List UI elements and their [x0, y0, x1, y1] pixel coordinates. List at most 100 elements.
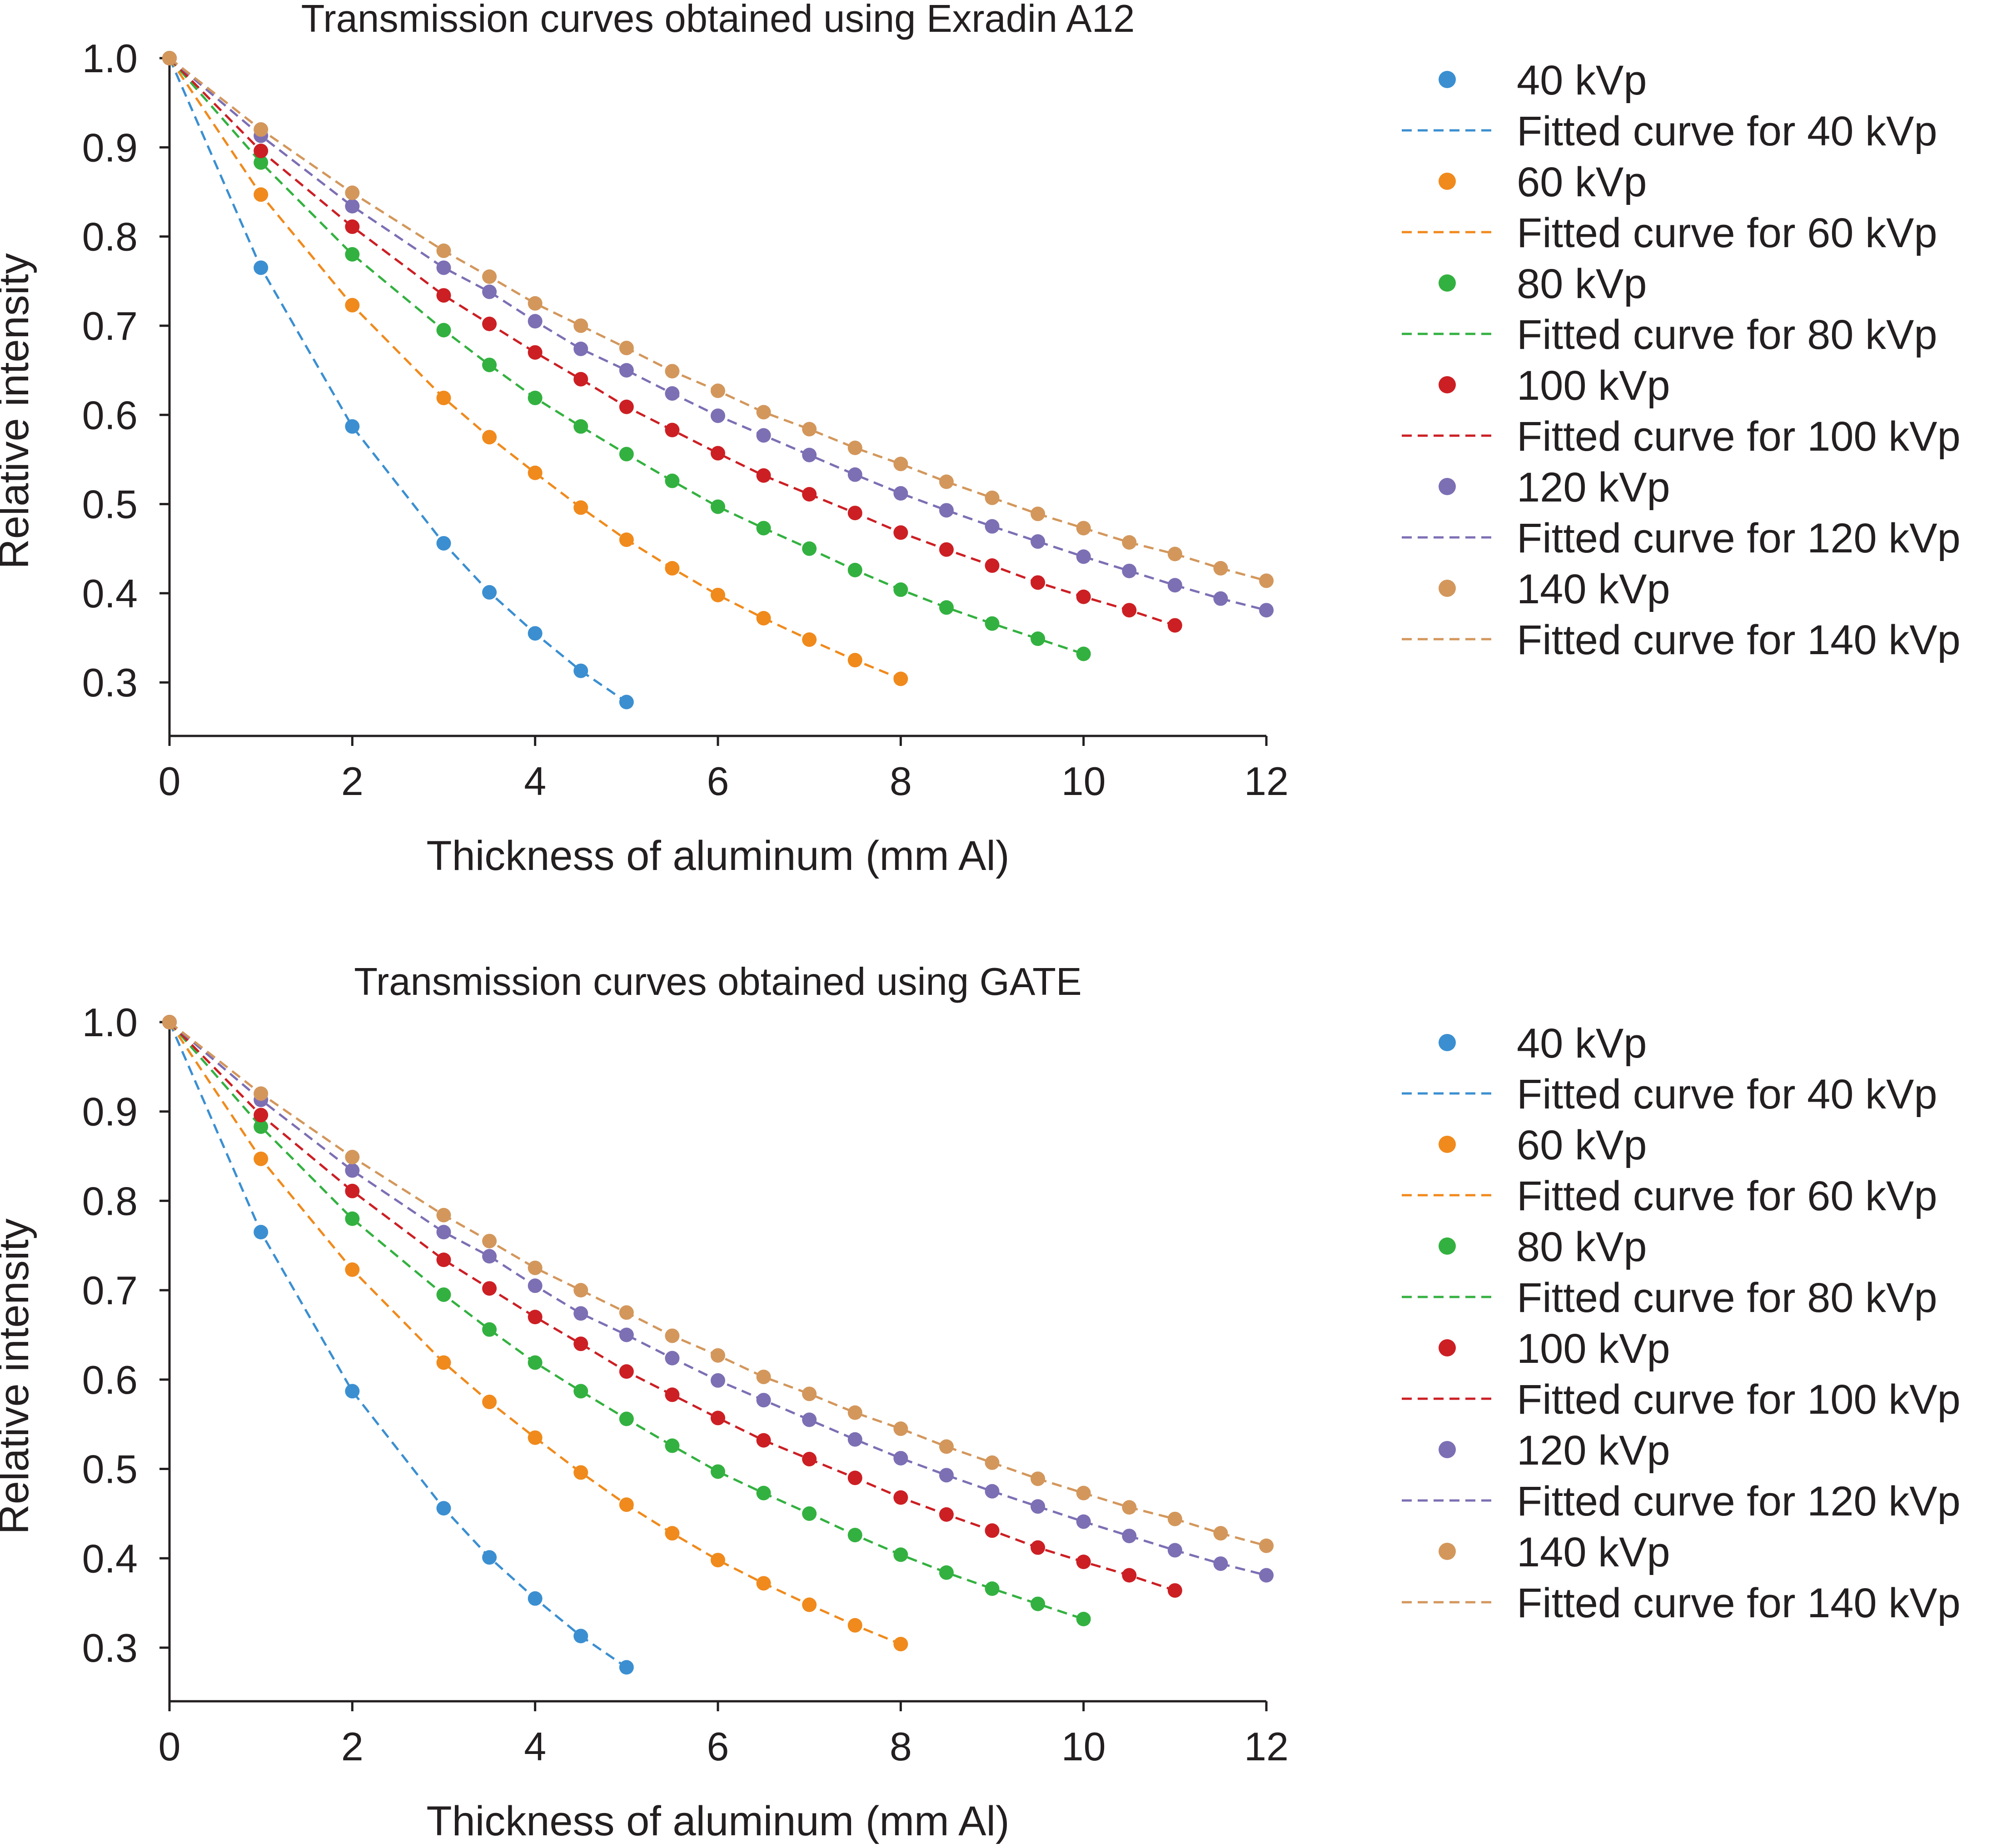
- legend-marker: [1439, 173, 1456, 190]
- panel-exradin-a12: Transmission curves obtained using Exrad…: [0, 0, 1961, 879]
- data-point: [528, 1355, 543, 1370]
- y-tick-label: 0.6: [82, 392, 138, 437]
- data-point: [939, 1468, 954, 1483]
- legend-marker: [1439, 1237, 1456, 1255]
- data-point: [1076, 1514, 1091, 1529]
- legend-label: Fitted curve for 120 kVp: [1517, 1478, 1961, 1525]
- fitted-curve: [169, 57, 1267, 582]
- legend-label: Fitted curve for 80 kVp: [1517, 312, 1937, 358]
- data-point: [528, 1278, 543, 1293]
- data-point: [162, 1015, 177, 1029]
- x-tick-label: 4: [524, 759, 546, 804]
- legend-entry-marker: 100 kVp: [1439, 1326, 1670, 1372]
- legend-entry-marker: 60 kVp: [1439, 159, 1647, 205]
- data-point: [665, 1438, 680, 1453]
- data-point: [573, 372, 588, 387]
- legend-entry-fit: Fitted curve for 140 kVp: [1402, 1580, 1961, 1626]
- legend-entry-marker: 40 kVp: [1439, 57, 1647, 104]
- data-point: [1259, 1568, 1274, 1583]
- data-point: [619, 1305, 634, 1320]
- legend-entry-fit: Fitted curve for 40 kVp: [1402, 1071, 1937, 1118]
- data-point: [345, 219, 360, 234]
- data-point: [893, 1547, 908, 1562]
- data-point: [482, 269, 497, 284]
- data-point: [254, 1151, 269, 1166]
- data-point: [254, 122, 269, 137]
- data-point: [802, 632, 817, 647]
- data-point: [711, 1373, 725, 1388]
- data-point: [665, 473, 680, 488]
- data-point: [756, 428, 771, 443]
- data-point: [847, 506, 862, 521]
- data-point: [482, 1550, 497, 1565]
- fitted-curve: [169, 57, 1084, 655]
- data-point: [985, 1455, 1000, 1470]
- data-point: [711, 1464, 725, 1479]
- data-point: [756, 405, 771, 420]
- data-point: [573, 1384, 588, 1399]
- data-point: [1122, 1568, 1137, 1583]
- data-point: [1122, 1500, 1137, 1515]
- legend-label: Fitted curve for 40 kVp: [1517, 1071, 1937, 1118]
- y-tick-label: 0.4: [82, 571, 138, 616]
- data-point: [893, 486, 908, 501]
- x-tick-label: 0: [159, 1724, 181, 1769]
- data-point: [482, 1395, 497, 1410]
- series-40-kvp: [162, 1015, 634, 1675]
- fitted-curve: [168, 1021, 901, 1645]
- data-point: [573, 1336, 588, 1351]
- data-point: [665, 1351, 680, 1366]
- data-point: [1213, 1526, 1228, 1541]
- data-point: [254, 144, 269, 159]
- y-tick-label: 0.7: [82, 303, 138, 348]
- y-tick-label: 0.6: [82, 1357, 138, 1402]
- data-point: [573, 1283, 588, 1298]
- data-point: [482, 1249, 497, 1264]
- data-point: [528, 465, 543, 480]
- x-tick-label: 10: [1061, 759, 1106, 804]
- series-80-kvp: [162, 51, 1091, 661]
- data-point: [528, 314, 543, 329]
- data-point: [619, 341, 634, 356]
- fitted-curve: [168, 57, 901, 680]
- data-point: [528, 296, 543, 311]
- data-point: [802, 1451, 817, 1466]
- legend-marker: [1439, 580, 1456, 597]
- data-point: [254, 187, 269, 202]
- data-point: [528, 1430, 543, 1445]
- legend-entry-fit: Fitted curve for 100 kVp: [1402, 1376, 1961, 1423]
- data-point: [1167, 578, 1182, 593]
- data-point: [756, 1576, 771, 1591]
- legend-entry-marker: 140 kVp: [1439, 566, 1670, 612]
- y-tick-label: 0.7: [82, 1268, 138, 1313]
- data-point: [1031, 1596, 1046, 1611]
- data-point: [619, 447, 634, 462]
- x-tick-label: 6: [707, 759, 729, 804]
- data-point: [985, 1484, 1000, 1499]
- fitted-curve: [169, 1021, 1267, 1577]
- legend-entry-marker: 120 kVp: [1439, 1427, 1670, 1474]
- fitted-curve: [169, 1021, 1084, 1620]
- data-point: [1076, 549, 1091, 564]
- data-point: [711, 1553, 725, 1568]
- data-point: [528, 626, 543, 641]
- chart-title: Transmission curves obtained using Exrad…: [301, 0, 1135, 40]
- data-point: [802, 1506, 817, 1521]
- x-tick-label: 8: [890, 759, 912, 804]
- legend-label: 120 kVp: [1517, 464, 1670, 511]
- legend-marker: [1439, 1034, 1456, 1051]
- data-point: [847, 1618, 862, 1633]
- data-point: [1213, 1556, 1228, 1571]
- legend-marker: [1439, 71, 1456, 88]
- data-point: [619, 1327, 634, 1342]
- y-tick-label: 1.0: [82, 1000, 138, 1045]
- data-point: [619, 1364, 634, 1379]
- legend-label: 120 kVp: [1517, 1427, 1670, 1474]
- data-point: [893, 457, 908, 472]
- legend-label: Fitted curve for 140 kVp: [1517, 617, 1961, 663]
- data-point: [1076, 521, 1091, 536]
- data-point: [893, 671, 908, 686]
- data-point: [254, 1086, 269, 1101]
- data-point: [711, 383, 725, 398]
